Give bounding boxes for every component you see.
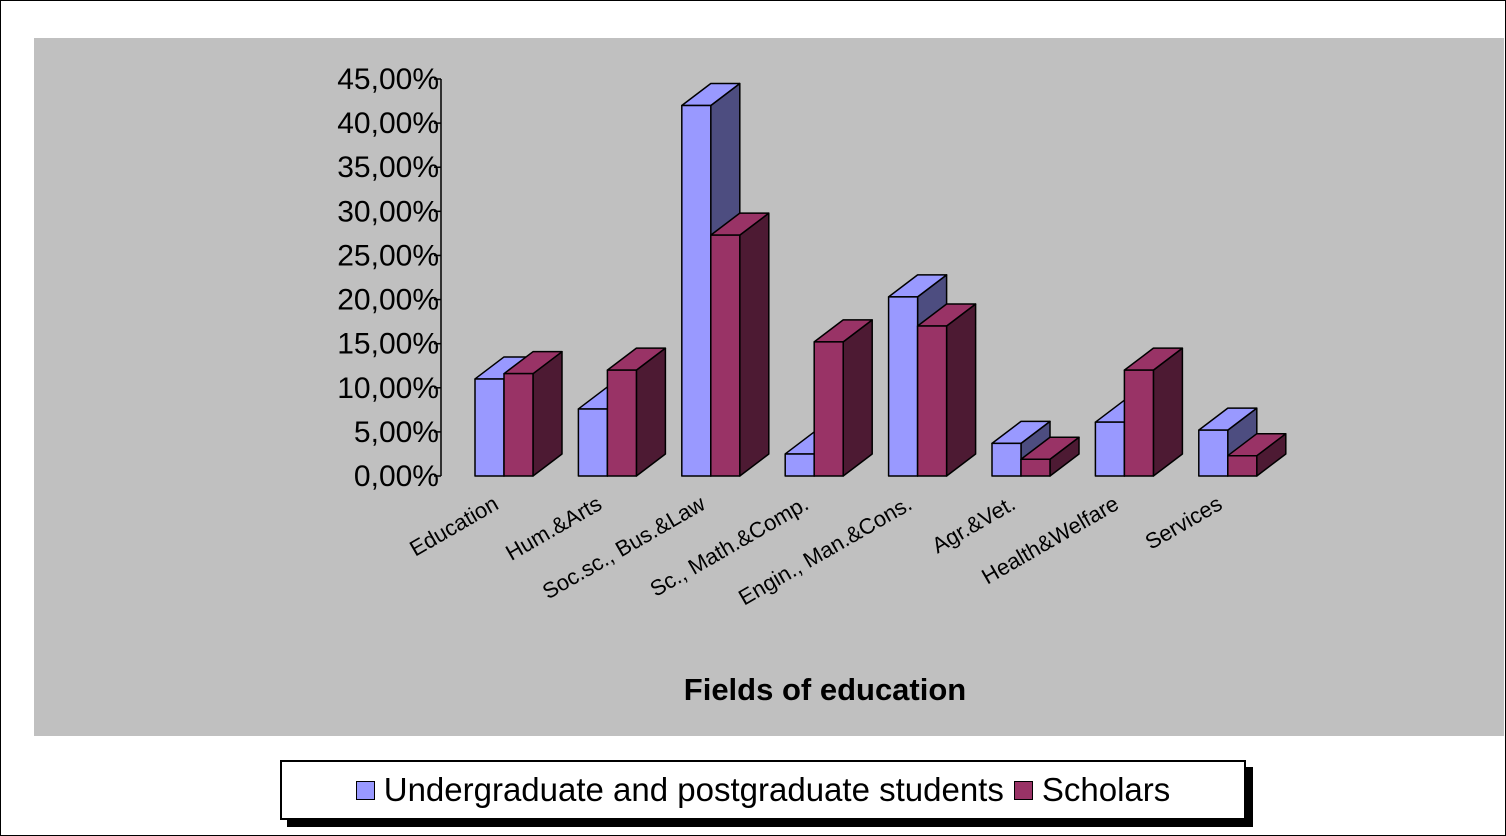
- legend: Undergraduate and postgraduate students …: [280, 760, 1246, 820]
- y-tick-label: 35,00%: [337, 151, 439, 184]
- x-tick-label: Education: [405, 491, 502, 562]
- y-tick-label: 40,00%: [337, 107, 439, 140]
- legend-label-scholars: Scholars: [1041, 771, 1171, 808]
- y-tick-label: 45,00%: [337, 63, 439, 96]
- bar-scholars: [1227, 432, 1287, 477]
- x-axis-title: Fields of education: [683, 672, 967, 707]
- y-tick-label: 15,00%: [337, 328, 439, 361]
- bar-scholars: [710, 212, 770, 477]
- legend-item-students: Undergraduate and postgraduate students: [355, 771, 1004, 809]
- bar-scholars: [1123, 347, 1184, 477]
- x-tick-label: Engin., Man.&Cons.: [734, 491, 916, 610]
- bar-scholars: [503, 350, 563, 477]
- bar-scholars: [813, 319, 873, 477]
- legend-swatch-scholars: [1013, 780, 1033, 800]
- y-tick-label: 30,00%: [337, 195, 439, 228]
- x-tick-label: Services: [1141, 491, 1227, 555]
- y-tick-label: 20,00%: [337, 284, 439, 317]
- bar-scholars: [606, 347, 667, 477]
- legend-label-students: Undergraduate and postgraduate students: [383, 771, 1004, 808]
- y-tick-label: 0,00%: [354, 460, 439, 493]
- legend-item-scholars: Scholars: [1013, 771, 1171, 809]
- bar-scholars: [1020, 436, 1080, 477]
- y-tick-label: 25,00%: [337, 239, 439, 272]
- bar-scholars: [916, 303, 977, 477]
- legend-swatch-students: [355, 780, 375, 800]
- y-tick-label: 5,00%: [354, 416, 439, 449]
- x-tick-label: Agr.&Vet.: [928, 491, 1020, 559]
- y-tick-label: 10,00%: [337, 372, 439, 405]
